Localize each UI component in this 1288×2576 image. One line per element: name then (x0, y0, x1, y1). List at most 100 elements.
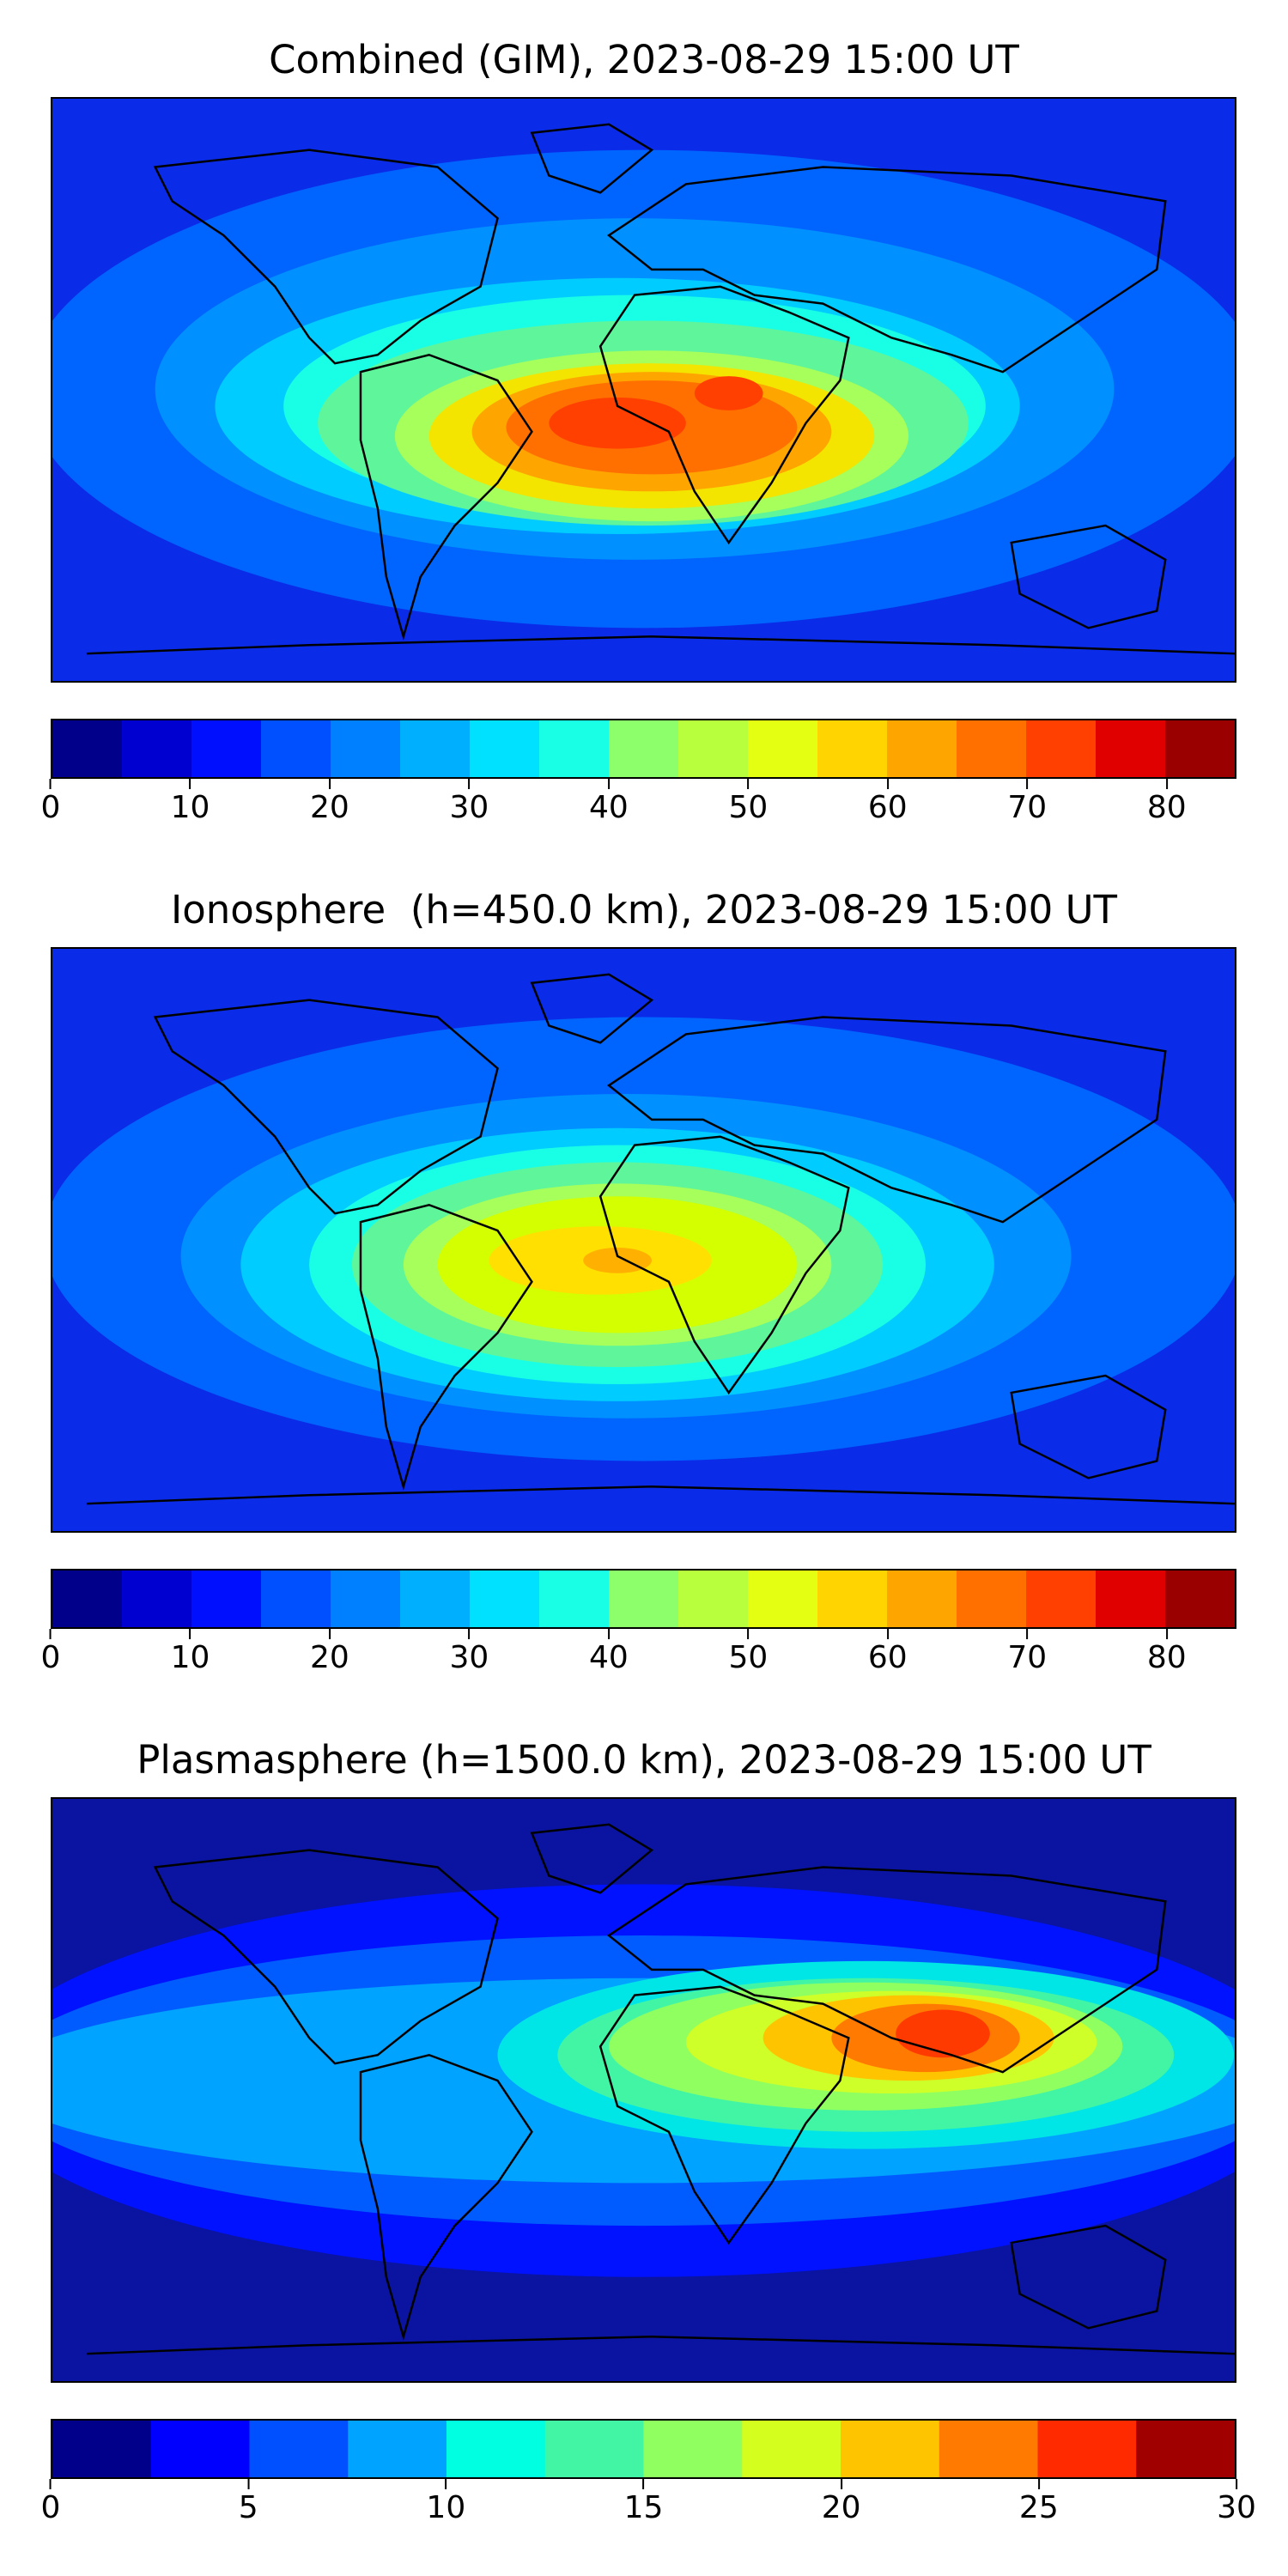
colorbar-segment (841, 2421, 940, 2477)
colorbar-segment (261, 1571, 331, 1627)
colorbar-tick: 70 (1007, 1629, 1047, 1677)
map-plasmasphere-svg (52, 1799, 1235, 2381)
colorbar-tick: 60 (868, 779, 908, 827)
tick-label: 60 (867, 790, 908, 825)
coast-antarctica (86, 2336, 1235, 2355)
colorbar-segment (122, 1571, 192, 1627)
colorbar-segments (52, 1571, 1235, 1627)
colorbar-segment (886, 1571, 957, 1627)
panel-title: Plasmasphere (h=1500.0 km), 2023-08-29 1… (137, 1737, 1151, 1783)
colorbar-segment (1096, 720, 1166, 777)
colorbar-plasmasphere-ticks: 0 5 10 15 20 25 30 (41, 2479, 1256, 2530)
colorbar-segment (261, 720, 331, 777)
colorbar-segment (330, 1571, 401, 1627)
colorbar-segments (52, 720, 1235, 777)
tick-mark (1165, 1629, 1168, 1639)
colorbar-segment (191, 1571, 262, 1627)
tick-mark (50, 2479, 52, 2489)
colorbar-combined (51, 719, 1236, 779)
colorbar-tick: 40 (589, 1629, 629, 1677)
tick-mark (1037, 2479, 1040, 2489)
colorbar-segment (1025, 1571, 1097, 1627)
colorbar-segment (469, 1571, 540, 1627)
colorbar-segment (817, 720, 888, 777)
tick-label: 60 (867, 1640, 908, 1675)
tick-mark (445, 2479, 447, 2489)
tick-label: 80 (1146, 790, 1187, 825)
tick-label: 50 (728, 790, 769, 825)
colorbar-segment (1164, 720, 1235, 777)
colorbar-segment (469, 720, 540, 777)
colorbar-segment (747, 1571, 818, 1627)
coast-eurasia (607, 1866, 1167, 2074)
colorbar-segment (249, 2421, 349, 2477)
tick-mark (247, 2479, 250, 2489)
colorbar-segment (1096, 1571, 1166, 1627)
tick-mark (607, 1629, 610, 1639)
tick-mark (1026, 1629, 1029, 1639)
coast-south-america (359, 353, 533, 641)
colorbar-segments (52, 2421, 1235, 2477)
colorbar-segment (1037, 2421, 1137, 2477)
colorbar-tick: 50 (728, 779, 768, 827)
map-combined (51, 97, 1236, 683)
coast-greenland (530, 973, 654, 1044)
colorbar-tick: 10 (171, 779, 210, 827)
tick-mark (607, 779, 610, 789)
coast-eurasia (607, 166, 1167, 374)
coast-south-america (359, 1203, 533, 1491)
colorbar-segment (1025, 720, 1097, 777)
tick-mark (642, 2479, 645, 2489)
tick-label: 30 (449, 1640, 489, 1675)
colorbar-ionosphere-svg (52, 1571, 1235, 1627)
tick-label: 25 (1018, 2490, 1059, 2525)
tick-label: 10 (170, 790, 210, 825)
colorbar-segment (747, 720, 818, 777)
panel-title: Ionosphere (h=450.0 km), 2023-08-29 15:0… (170, 887, 1118, 933)
colorbar-segment (400, 720, 471, 777)
colorbar-tick: 70 (1007, 779, 1047, 827)
colorbar-segment (886, 720, 957, 777)
coast-australia (1010, 1374, 1167, 1479)
tick-mark (1236, 2479, 1237, 2489)
tick-label: 5 (238, 2490, 258, 2525)
colorbar-tick: 0 (41, 779, 60, 827)
coast-africa (598, 285, 850, 545)
tick-mark (328, 779, 331, 789)
colorbar-combined-svg (52, 720, 1235, 777)
colorbar-segment (191, 720, 262, 777)
tick-label: 80 (1146, 1640, 1187, 1675)
tick-mark (840, 2479, 842, 2489)
colorbar-tick: 20 (822, 2479, 861, 2527)
tick-label: 70 (1007, 1640, 1048, 1675)
colorbar-segment (678, 720, 749, 777)
map-ionosphere (51, 947, 1236, 1533)
colorbar-tick: 15 (624, 2479, 663, 2527)
colorbar-segment (52, 1571, 123, 1627)
coast-north-america (153, 1849, 499, 2065)
field-west-africa-max (583, 1247, 652, 1273)
colorbar-tick: 10 (171, 1629, 210, 1677)
coast-north-america (153, 999, 499, 1215)
colorbar-tick: 30 (1217, 2479, 1256, 2527)
colorbar-tick: 0 (41, 2479, 60, 2527)
tick-label: 30 (1217, 2490, 1256, 2525)
tick-mark (189, 779, 191, 789)
tick-mark (747, 1629, 750, 1639)
colorbar-tick: 60 (868, 1629, 908, 1677)
colorbar-segment (400, 1571, 471, 1627)
colorbar-segment (446, 2421, 546, 2477)
colorbar-segment (643, 2421, 743, 2477)
tick-mark (468, 1629, 471, 1639)
colorbar-tick: 40 (589, 779, 629, 827)
tick-label: 10 (170, 1640, 210, 1675)
panel-title: Combined (GIM), 2023-08-29 15:00 UT (269, 37, 1019, 82)
colorbar-tick: 20 (310, 779, 349, 827)
tick-mark (886, 1629, 889, 1639)
map-combined-svg (52, 99, 1235, 681)
colorbar-tick: 50 (728, 1629, 768, 1677)
tick-mark (1026, 779, 1029, 789)
tick-label: 10 (426, 2490, 466, 2525)
colorbar-segment (539, 1571, 610, 1627)
tick-label: 40 (588, 1640, 629, 1675)
